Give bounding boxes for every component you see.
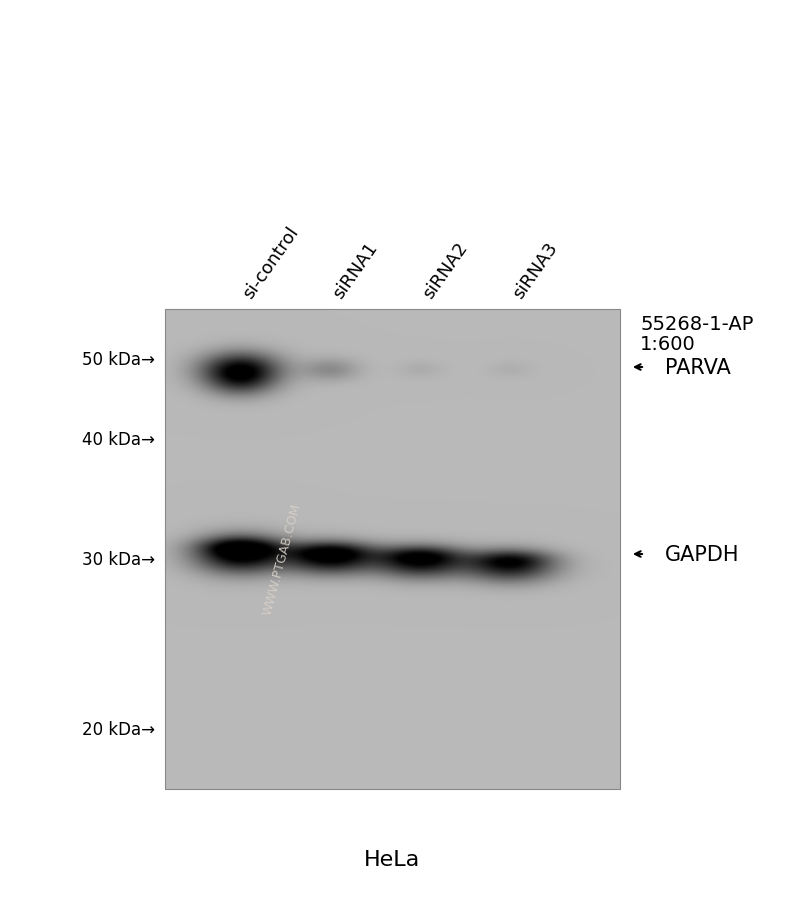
Text: si-control: si-control [240, 223, 303, 301]
Text: 1:600: 1:600 [640, 335, 696, 354]
Text: 50 kDa→: 50 kDa→ [82, 351, 155, 369]
Text: GAPDH: GAPDH [665, 545, 739, 565]
Text: siRNA3: siRNA3 [510, 239, 562, 301]
Text: WWW.PTGAB.COM: WWW.PTGAB.COM [261, 502, 304, 617]
Text: 40 kDa→: 40 kDa→ [82, 430, 155, 448]
Text: 20 kDa→: 20 kDa→ [82, 720, 155, 738]
Text: siRNA1: siRNA1 [330, 239, 382, 301]
Text: siRNA2: siRNA2 [420, 239, 471, 301]
Text: HeLa: HeLa [364, 849, 420, 869]
Text: 30 kDa→: 30 kDa→ [82, 550, 155, 568]
Text: 55268-1-AP: 55268-1-AP [640, 315, 754, 334]
Text: PARVA: PARVA [665, 357, 731, 378]
Bar [165, 309, 620, 789]
